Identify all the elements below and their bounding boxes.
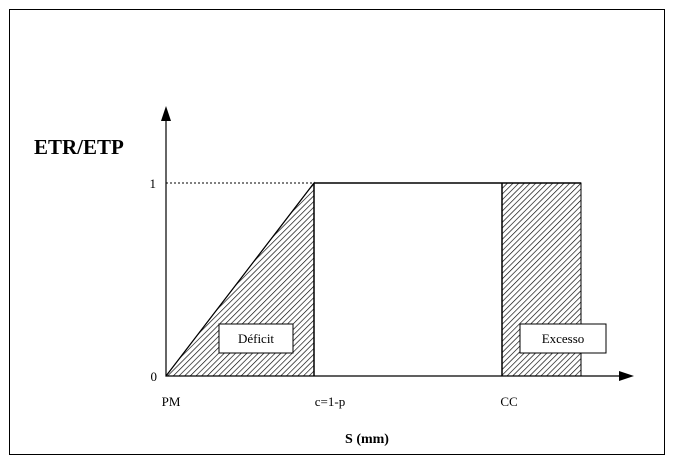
y-axis-label: ETR/ETP [34,135,124,159]
x-tick-pm: PM [162,394,181,409]
excess-label-box [519,323,607,354]
rising-segment [165,182,315,377]
x-tick-cc: CC [500,394,517,409]
y-tick-0: 0 [151,369,158,384]
deficit-label: Déficit [238,331,274,346]
y-axis-arrow-icon [161,106,171,121]
figure-border [9,9,665,455]
x-axis-label: S (mm) [345,432,389,447]
y-tick-1: 1 [150,176,157,191]
excess-label: Excesso [542,331,585,346]
x-axis-arrow-icon [619,371,634,381]
deficit-label-box [218,323,294,354]
x-tick-c: c=1-p [315,394,345,409]
